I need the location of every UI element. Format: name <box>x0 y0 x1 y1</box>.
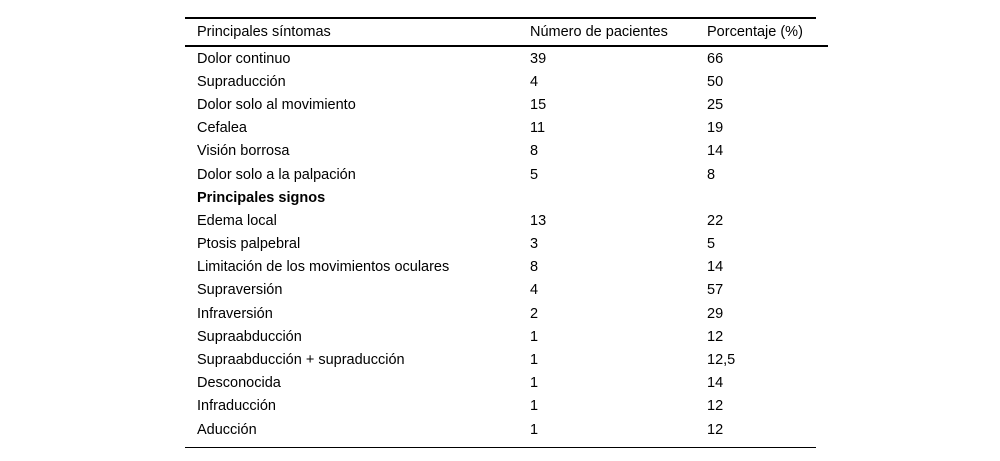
table-row: Infraversión 2 29 <box>185 302 828 325</box>
symptom-cell: Infraducción <box>197 398 276 415</box>
table-body: Dolor continuo 39 66 Supraducción 4 50 D… <box>185 46 828 447</box>
percentage-cell: 8 <box>707 166 716 183</box>
symptom-cell: Dolor continuo <box>197 50 291 67</box>
table-row: Ptosis palpebral 3 5 <box>185 233 828 256</box>
table-row: Desconocida 1 14 <box>185 372 828 395</box>
table-row: Dolor continuo 39 66 <box>185 46 828 70</box>
percentage-cell: 19 <box>707 120 724 137</box>
percentage-cell: 50 <box>707 73 724 90</box>
patients-cell: 15 <box>530 96 547 113</box>
percentage-cell: 22 <box>707 212 724 229</box>
table-row: Visión borrosa 8 14 <box>185 140 828 163</box>
patients-cell: 1 <box>530 375 539 392</box>
table-row: Dolor solo a la palpación 5 8 <box>185 163 828 186</box>
symptom-cell: Desconocida <box>197 375 281 392</box>
patients-cell: 5 <box>530 166 539 183</box>
patients-cell: 8 <box>530 143 539 160</box>
table-row: Limitación de los movimientos oculares 8… <box>185 256 828 279</box>
symptom-cell: Cefalea <box>197 120 247 137</box>
percentage-cell <box>707 186 828 209</box>
table-row: Cefalea 11 19 <box>185 117 828 140</box>
patients-cell <box>530 186 707 209</box>
percentage-cell: 29 <box>707 305 724 322</box>
percentage-cell: 14 <box>707 375 724 392</box>
symptom-cell: Supraabducción <box>197 328 302 345</box>
header-patients: Número de pacientes <box>530 19 707 47</box>
header-symptom: Principales síntomas <box>185 19 530 47</box>
table-row: Supraducción 4 50 <box>185 70 828 93</box>
patients-cell: 2 <box>530 305 539 322</box>
percentage-cell: 12 <box>707 328 724 345</box>
patients-cell: 8 <box>530 259 539 276</box>
symptom-cell: Limitación de los movimientos oculares <box>197 259 450 276</box>
table-row: Dolor solo al movimiento 15 25 <box>185 93 828 116</box>
section-header-row: Principales signos <box>185 186 828 209</box>
percentage-cell: 25 <box>707 96 724 113</box>
table-row: Infraducción 1 12 <box>185 395 828 418</box>
patients-cell: 1 <box>530 328 539 345</box>
percentage-cell: 57 <box>707 282 724 299</box>
table-header: Principales síntomas Número de pacientes… <box>185 19 828 47</box>
patients-cell: 39 <box>530 50 547 67</box>
patients-cell: 3 <box>530 236 539 253</box>
percentage-cell: 14 <box>707 259 724 276</box>
symptom-cell: Ptosis palpebral <box>197 236 301 253</box>
patients-cell: 13 <box>530 212 547 229</box>
symptom-cell: Visión borrosa <box>197 143 290 160</box>
percentage-cell: 66 <box>707 50 724 67</box>
header-row: Principales síntomas Número de pacientes… <box>185 19 828 47</box>
table-row: Aducción 1 12 <box>185 418 828 447</box>
symptom-cell: Supraabducción + supraducción <box>197 352 405 369</box>
percentage-cell: 12 <box>707 421 724 438</box>
patients-cell: 4 <box>530 73 539 90</box>
header-percentage: Porcentaje (%) <box>707 19 828 47</box>
table-row: Supraabducción + supraducción 1 12,5 <box>185 348 828 371</box>
symptom-cell: Infraversión <box>197 305 273 322</box>
symptom-cell: Dolor solo al movimiento <box>197 96 356 113</box>
symptom-cell: Dolor solo a la palpación <box>197 166 356 183</box>
percentage-cell: 12 <box>707 398 724 415</box>
symptoms-table: Principales síntomas Número de pacientes… <box>185 19 828 447</box>
patients-cell: 1 <box>530 421 539 438</box>
percentage-cell: 12,5 <box>707 352 736 369</box>
symptoms-table-container: Principales síntomas Número de pacientes… <box>185 17 828 449</box>
symptom-cell: Edema local <box>197 212 277 229</box>
patients-cell: 1 <box>530 398 539 415</box>
table-row: Edema local 13 22 <box>185 209 828 232</box>
table-row: Supraversión 4 57 <box>185 279 828 302</box>
symptom-cell: Aducción <box>197 421 257 438</box>
symptom-cell: Supraducción <box>197 73 286 90</box>
percentage-cell: 5 <box>707 236 716 253</box>
percentage-cell: 14 <box>707 143 724 160</box>
section-title: Principales signos <box>197 189 326 206</box>
patients-cell: 4 <box>530 282 539 299</box>
patients-cell: 1 <box>530 352 539 369</box>
symptom-cell: Supraversión <box>197 282 283 299</box>
patients-cell: 11 <box>530 120 546 137</box>
table-row: Supraabducción 1 12 <box>185 325 828 348</box>
